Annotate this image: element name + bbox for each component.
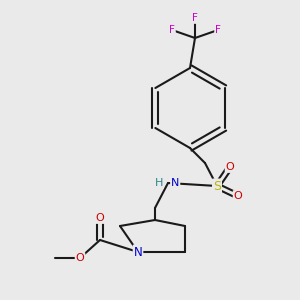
Text: O: O: [76, 253, 84, 263]
Text: H: H: [154, 178, 163, 188]
Text: N: N: [171, 178, 179, 188]
Text: F: F: [215, 25, 221, 35]
Text: N: N: [134, 245, 142, 259]
Text: S: S: [213, 179, 221, 193]
Text: O: O: [234, 191, 242, 201]
Text: O: O: [96, 213, 104, 223]
Text: F: F: [169, 25, 175, 35]
Text: F: F: [192, 13, 198, 23]
Text: O: O: [226, 162, 234, 172]
